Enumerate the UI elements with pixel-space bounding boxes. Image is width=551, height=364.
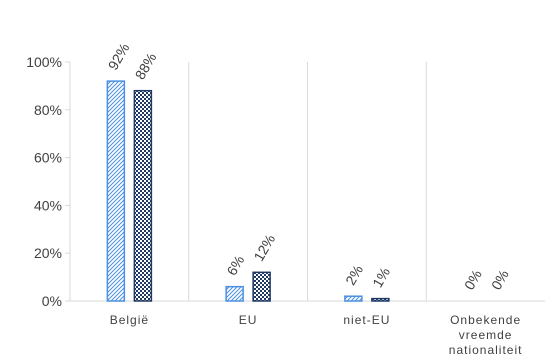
bar-series-1 [225,285,244,302]
x-tick-label: België [110,313,149,327]
y-tick-label: 0% [42,293,62,309]
y-tick-label: 20% [34,245,62,261]
y-tick-label: 100% [26,54,62,70]
data-labels: 92% 6% 2% 0% 88% 12% 1% 0% [105,40,512,292]
x-tick-label: EU [239,313,258,327]
data-label: 6% [223,253,247,279]
data-label: 92% [105,40,133,72]
data-label: 88% [132,50,160,82]
bars [106,80,390,302]
y-tick-label: 40% [34,197,62,213]
bar-series-1 [344,295,363,302]
data-label: 0% [488,267,512,293]
bar-series-2 [371,297,390,302]
x-tick-label: Onbekende vreemde nationaliteit [449,313,523,357]
data-label: 1% [369,265,393,291]
y-tick-label: 60% [34,150,62,166]
data-label: 0% [461,267,485,293]
grid-lines [188,62,427,301]
bar-series-2 [133,89,153,302]
axes: 0% 20% 40% 60% 80% 100% België EU niet-EU Onbeken… [26,54,545,357]
y-tick-label: 80% [34,102,62,118]
bar-series-2 [252,271,271,302]
data-label: 12% [250,232,278,264]
bar-series-1 [106,80,126,302]
data-label: 2% [342,262,366,288]
x-tick-label: niet-EU [343,313,390,327]
